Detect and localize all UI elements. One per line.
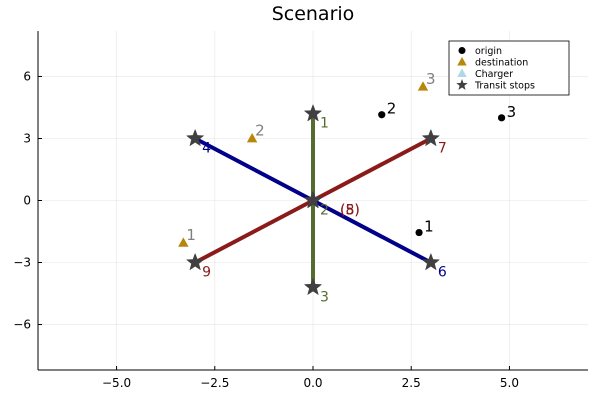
y-tick-label: 3: [23, 131, 31, 145]
legend-label: destination: [475, 58, 528, 69]
transit-stop-label: (8): [340, 203, 360, 219]
transit-stop-label: 7: [438, 140, 447, 156]
legend-box: [448, 40, 570, 96]
x-tick-label: 2.5: [402, 376, 421, 390]
x-tick-label: 5.0: [500, 376, 519, 390]
transit-stop-marker: [185, 252, 205, 271]
legend-marker-origin: [458, 47, 466, 54]
x-tick-label: −2.5: [200, 376, 229, 390]
y-tick-label: 0: [23, 194, 31, 208]
origin-label: 2: [387, 100, 397, 118]
legend-label: origin: [475, 46, 502, 57]
origin-marker: [415, 228, 423, 237]
transit-stop-marker: [303, 190, 323, 209]
transit-stop-label: 1: [320, 116, 329, 132]
x-tick-label: −5.0: [102, 376, 131, 390]
data-points: 1 2 3 4 (5) 6 7 (8) 9 1 2 3 1 2 3: [178, 70, 517, 305]
transit-stop-marker: [185, 128, 205, 147]
destination-label: 3: [426, 70, 436, 88]
y-tick-label: −6: [13, 318, 31, 332]
destination-marker: [246, 132, 258, 143]
transit-stop-label: 6: [438, 265, 447, 281]
destination-marker: [178, 237, 189, 247]
transit-stop-marker: [421, 128, 441, 147]
transit-stop-label: 2: [320, 203, 329, 219]
legend-marker-triangle: [457, 57, 467, 66]
origin-marker: [378, 111, 386, 119]
origin-label: 1: [424, 218, 434, 236]
legend-marker-star: [456, 79, 468, 90]
axes: −5.0 −2.5 0.0 2.5 5.0 −6 −3 0 3 6: [13, 31, 588, 390]
transit-stop-label: 9: [202, 265, 211, 281]
destination-label: 1: [186, 226, 196, 244]
transit-stop-marker: [303, 277, 323, 296]
legend-marker-triangle: [457, 68, 467, 77]
transit-stop-label: 3: [320, 289, 329, 305]
transit-stop-label: 4: [202, 140, 211, 156]
destination-label: 2: [255, 121, 265, 139]
transit-stop-label: (5): [340, 203, 360, 219]
transit-stop-marker: [421, 252, 441, 271]
legend-label: Charger: [475, 69, 513, 80]
y-tick-label: 6: [23, 69, 31, 83]
chart-title: Scenario: [272, 3, 355, 25]
y-tick-label: −3: [13, 256, 31, 270]
destination-marker: [417, 81, 429, 91]
legend-label: Transit stops: [474, 81, 535, 92]
transit-stop-marker: [303, 103, 323, 122]
origin-marker: [497, 114, 506, 122]
x-tick-label: 0.0: [303, 376, 322, 390]
origin-label: 3: [507, 103, 517, 121]
